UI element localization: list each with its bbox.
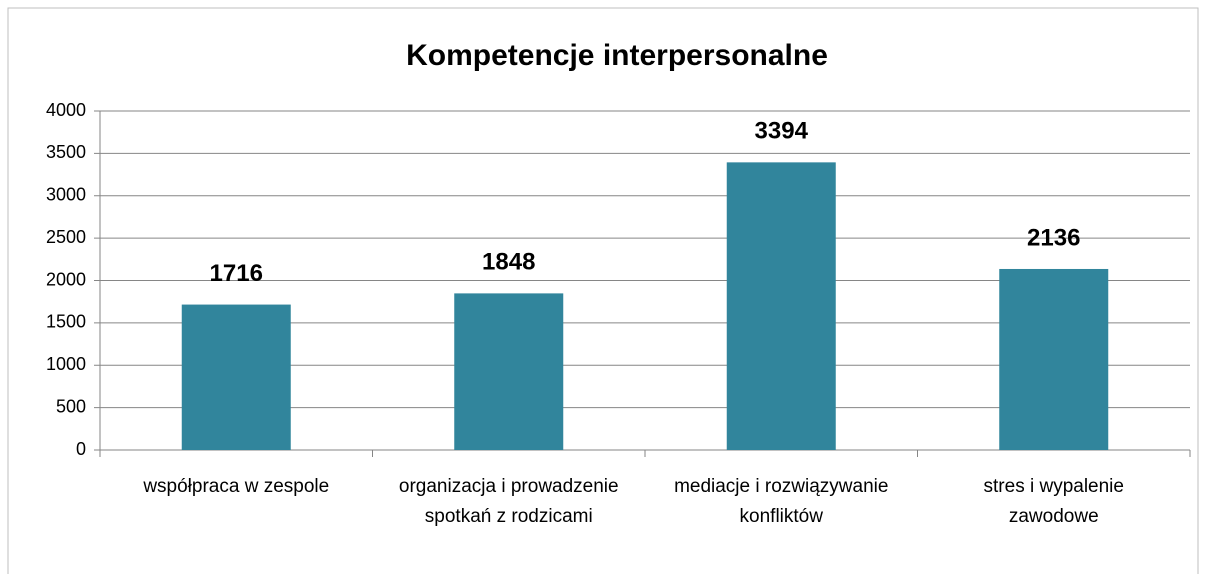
- data-label: 1716: [210, 260, 263, 287]
- x-tick-label: organizacja i prowadzenie spotkań z rodz…: [398, 476, 619, 527]
- chart-title: Kompetencje interpersonalne: [406, 39, 828, 72]
- y-tick-label: 3500: [46, 142, 86, 162]
- x-tick-label: stres i wypalenie zawodowe: [983, 476, 1124, 527]
- y-tick-label: 2500: [46, 227, 86, 247]
- data-label: 2136: [1027, 224, 1080, 251]
- y-tick-label: 2000: [46, 269, 86, 289]
- y-tick-label: 1500: [46, 312, 86, 332]
- y-tick-label: 3000: [46, 185, 86, 205]
- data-label: 1848: [482, 249, 535, 276]
- y-tick-label: 500: [56, 396, 86, 416]
- y-tick-label: 4000: [46, 100, 86, 120]
- x-tick-label: mediacje i rozwiązywanie konfliktów: [674, 476, 889, 527]
- y-tick-label: 1000: [46, 354, 86, 374]
- bar: [181, 304, 291, 450]
- bar: [454, 293, 564, 450]
- x-tick-label: współpraca w zespole: [143, 476, 330, 497]
- y-tick-label: 0: [76, 439, 86, 459]
- data-label: 3394: [755, 118, 809, 145]
- bar: [726, 162, 836, 450]
- bar: [999, 268, 1109, 450]
